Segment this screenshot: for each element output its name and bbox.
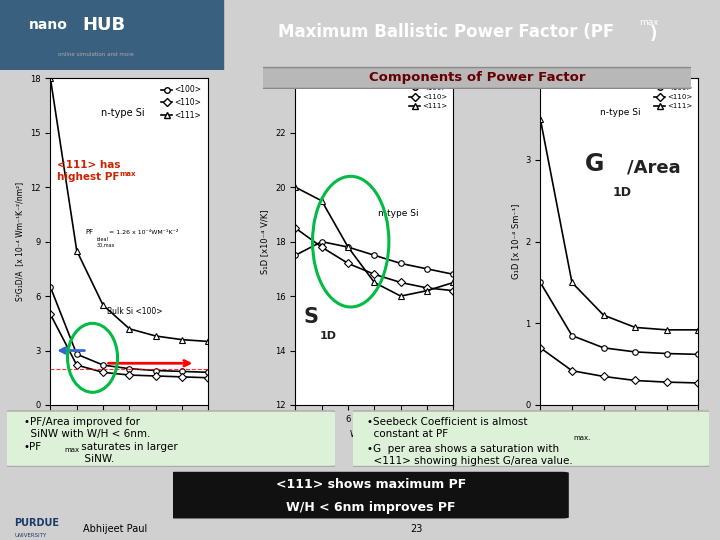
Text: •Seebeck Coefficient is almost
  constant at PF: •Seebeck Coefficient is almost constant … xyxy=(367,417,528,439)
Text: saturates in larger
  SiNW.: saturates in larger SiNW. xyxy=(78,442,177,464)
Legend: <100>, <110>, <111>: <100>, <110>, <111> xyxy=(158,82,204,123)
Text: Bulk Si <100>: Bulk Si <100> xyxy=(107,307,163,316)
Text: UNIVERSITY: UNIVERSITY xyxy=(14,534,47,538)
Text: •PF/Area improved for
  SiNW with W/H < 6nm.: •PF/Area improved for SiNW with W/H < 6n… xyxy=(24,417,150,439)
Text: max.: max. xyxy=(573,435,590,441)
Text: HUB: HUB xyxy=(83,16,126,33)
Legend: <100>, <110>, <111>: <100>, <110>, <111> xyxy=(407,82,450,112)
Text: 1D: 1D xyxy=(613,186,632,199)
Text: PF: PF xyxy=(85,228,94,234)
Text: ideal
30,max: ideal 30,max xyxy=(96,237,114,247)
Text: nano: nano xyxy=(29,18,68,31)
X-axis label: W = H [nm]: W = H [nm] xyxy=(104,429,154,438)
Legend: <100>, <110>, <111>: <100>, <110>, <111> xyxy=(652,82,695,112)
Y-axis label: S₁D [x10⁻⁴ V/K]: S₁D [x10⁻⁴ V/K] xyxy=(261,210,269,274)
FancyBboxPatch shape xyxy=(1,411,338,467)
Text: 1D: 1D xyxy=(320,332,337,341)
Text: /Area: /Area xyxy=(627,158,681,177)
X-axis label: W = H [nm]: W = H [nm] xyxy=(595,429,644,438)
Text: online simulation and more: online simulation and more xyxy=(58,52,133,57)
X-axis label: W = H [nm]: W = H [nm] xyxy=(350,429,399,438)
Text: max: max xyxy=(119,171,135,178)
Text: •G  per area shows a saturation with
  <111> showing highest G/area value.: •G per area shows a saturation with <111… xyxy=(367,444,573,466)
FancyBboxPatch shape xyxy=(168,472,569,518)
Text: S: S xyxy=(303,307,318,327)
Y-axis label: G₁D [x 10⁻⁴ Sm⁻¹]: G₁D [x 10⁻⁴ Sm⁻¹] xyxy=(510,204,520,279)
Text: <111> has
highest PF: <111> has highest PF xyxy=(57,160,120,181)
Bar xyxy=(0,0,223,70)
FancyBboxPatch shape xyxy=(256,68,697,89)
Text: max: max xyxy=(639,18,659,27)
Text: max: max xyxy=(65,447,80,453)
Text: PURDUE: PURDUE xyxy=(14,518,59,528)
Text: •PF: •PF xyxy=(24,442,42,452)
Text: W/H < 6nm improves PF: W/H < 6nm improves PF xyxy=(286,501,456,514)
Text: ): ) xyxy=(649,25,657,43)
Text: 23: 23 xyxy=(410,524,423,534)
Text: = 1.26 x 10⁻⁴WM⁻¹K⁻²: = 1.26 x 10⁻⁴WM⁻¹K⁻² xyxy=(109,230,179,235)
Text: n-type Si: n-type Si xyxy=(377,209,418,218)
FancyBboxPatch shape xyxy=(346,411,713,467)
Y-axis label: S²G₁D/A  [x 10⁻⁴ Wm⁻¹K⁻²/nm²]: S²G₁D/A [x 10⁻⁴ Wm⁻¹K⁻²/nm²] xyxy=(16,182,24,301)
Text: Abhijeet Paul: Abhijeet Paul xyxy=(83,524,147,534)
Text: <111> shows maximum PF: <111> shows maximum PF xyxy=(276,478,466,491)
Text: Components of Power Factor: Components of Power Factor xyxy=(369,71,585,84)
Text: n-type Si: n-type Si xyxy=(600,107,641,117)
Text: Maximum Ballistic Power Factor (PF: Maximum Ballistic Power Factor (PF xyxy=(278,23,615,40)
Text: n-type Si: n-type Si xyxy=(101,107,145,118)
Text: G: G xyxy=(585,152,604,177)
